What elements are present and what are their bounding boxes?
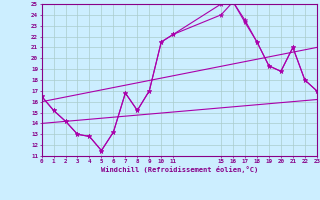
X-axis label: Windchill (Refroidissement éolien,°C): Windchill (Refroidissement éolien,°C) — [100, 166, 258, 173]
